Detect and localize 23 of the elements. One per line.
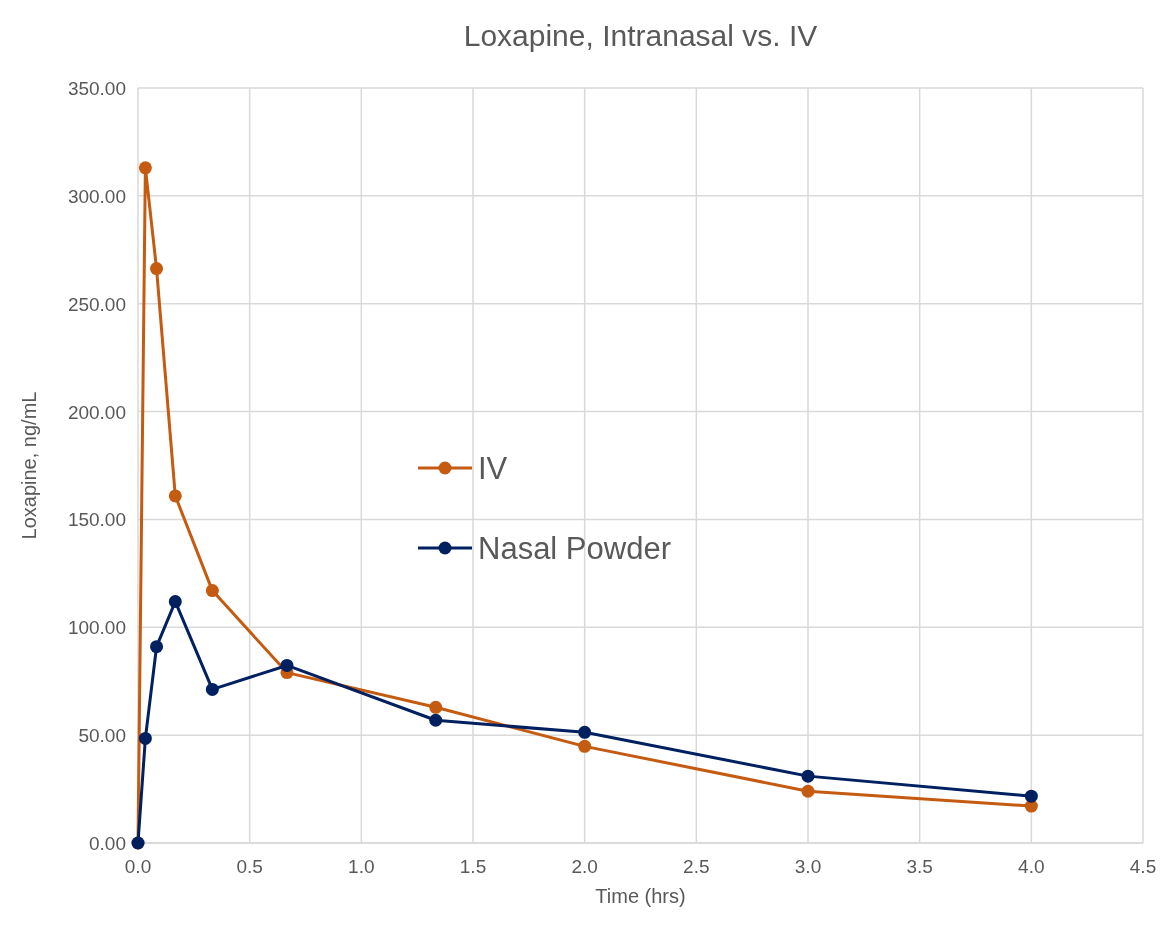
chart-title: Loxapine, Intranasal vs. IV (463, 19, 818, 52)
x-tick-label: 0.5 (236, 856, 263, 877)
y-tick-label: 200.00 (67, 401, 126, 423)
x-tick-label: 4.5 (1129, 856, 1157, 877)
y-tick-label: 100.00 (67, 617, 126, 639)
x-tick-label: 3.0 (794, 856, 822, 877)
x-tick-label: 4.0 (1018, 856, 1045, 877)
y-tick-label: 0.00 (89, 833, 126, 854)
y-tick-label: 50.00 (78, 725, 126, 747)
x-axis-title: Time (hrs) (595, 885, 686, 907)
x-tick-label: 1.5 (459, 856, 487, 877)
y-tick-label: 150.00 (67, 509, 126, 531)
x-tick-label: 0.0 (124, 856, 152, 877)
x-tick-label: 2.0 (571, 856, 598, 877)
legend-label: Nasal Powder (478, 531, 671, 566)
y-tick-label: 250.00 (67, 293, 126, 315)
y-tick-label: 300.00 (67, 185, 126, 207)
y-tick-label: 350.00 (67, 78, 126, 99)
x-tick-label: 1.0 (348, 856, 375, 877)
x-tick-label: 3.5 (906, 856, 933, 877)
x-tick-label: 2.5 (683, 856, 710, 877)
legend-label: IV (478, 451, 508, 486)
y-axis-title: Loxapine, ng/mL (18, 391, 40, 540)
